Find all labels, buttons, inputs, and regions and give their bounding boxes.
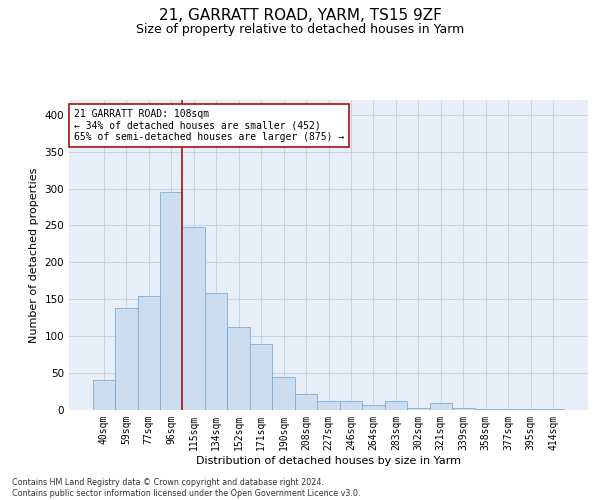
Bar: [385, 401, 407, 410]
Bar: [115, 308, 137, 410]
Y-axis label: Number of detached properties: Number of detached properties: [29, 168, 39, 342]
Bar: [475, 408, 497, 410]
Text: 21, GARRATT ROAD, YARM, TS15 9ZF: 21, GARRATT ROAD, YARM, TS15 9ZF: [158, 8, 442, 22]
Bar: [340, 401, 362, 410]
Bar: [295, 394, 317, 410]
Bar: [407, 408, 430, 410]
Bar: [227, 326, 250, 410]
Bar: [160, 192, 182, 410]
Bar: [137, 296, 160, 410]
Bar: [272, 377, 295, 410]
Bar: [452, 408, 475, 410]
Bar: [92, 380, 115, 410]
Text: 21 GARRATT ROAD: 108sqm
← 34% of detached houses are smaller (452)
65% of semi-d: 21 GARRATT ROAD: 108sqm ← 34% of detache…: [74, 110, 344, 142]
Text: Size of property relative to detached houses in Yarm: Size of property relative to detached ho…: [136, 22, 464, 36]
X-axis label: Distribution of detached houses by size in Yarm: Distribution of detached houses by size …: [196, 456, 461, 466]
Bar: [430, 402, 452, 410]
Bar: [317, 401, 340, 410]
Bar: [362, 405, 385, 410]
Text: Contains HM Land Registry data © Crown copyright and database right 2024.
Contai: Contains HM Land Registry data © Crown c…: [12, 478, 361, 498]
Bar: [182, 227, 205, 410]
Bar: [250, 344, 272, 410]
Bar: [205, 294, 227, 410]
